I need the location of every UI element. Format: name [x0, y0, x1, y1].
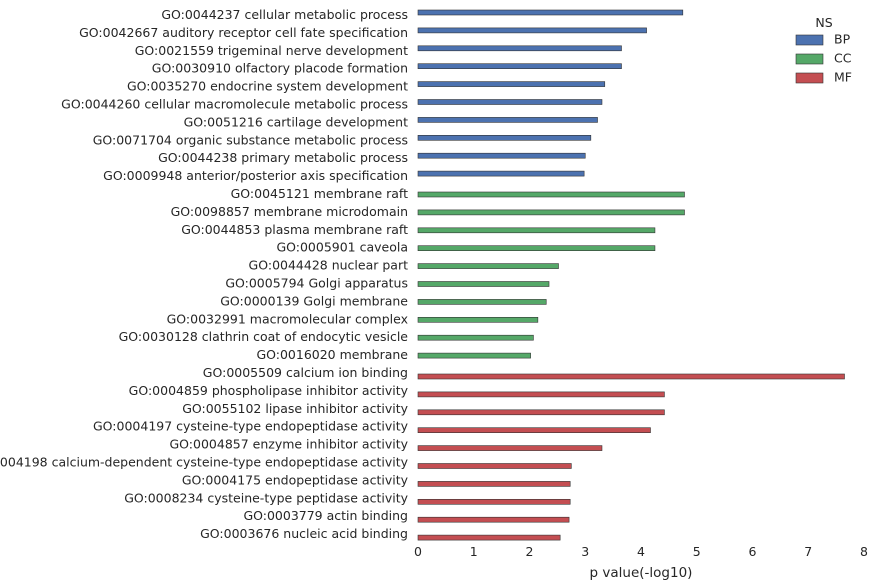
category-labels-layer: GO:0044237 cellular metabolic process GO:… [0, 7, 409, 541]
category-label: GO:0042667 auditory receptor cell fate s… [79, 25, 408, 40]
x-tick-label: 0 [414, 544, 422, 559]
bar-bp [417, 27, 647, 34]
category-label: GO:0003676 nucleic acid binding [200, 526, 408, 541]
x-tick-label: 6 [749, 544, 757, 559]
legend-label-bp: BP [834, 32, 851, 47]
x-tick-label: 8 [860, 544, 868, 559]
category-label: GO:0004859 phospholipase inhibitor activ… [129, 383, 409, 398]
bar-cc [417, 334, 534, 341]
category-label: GO:0051216 cartilage development [184, 114, 408, 129]
category-label: GO:0044853 plasma membrane raft [181, 222, 408, 237]
category-label: GO:0044238 primary metabolic process [158, 150, 408, 165]
category-label: GO:0004175 endopeptidase activity [182, 472, 409, 487]
bar-cc [417, 299, 547, 305]
category-label: GO:0035270 endocrine system development [127, 79, 408, 94]
bar-mf [417, 463, 572, 469]
legend-label-mf: MF [834, 70, 852, 85]
category-label: GO:0021559 trigeminal nerve development [135, 43, 408, 58]
legend: NS BP CC MF [795, 15, 852, 85]
bar-bp [417, 117, 598, 123]
bar-bp [417, 9, 684, 16]
bar-cc [417, 352, 531, 359]
category-label: GO:0030128 clathrin coat of endocytic ve… [119, 329, 409, 344]
category-label: GO:0004197 cysteine-type endopeptidase a… [93, 419, 409, 434]
bar-mf [417, 481, 571, 487]
category-label: GO:0032991 macromolecular complex [167, 311, 408, 326]
bar-bp [417, 63, 622, 70]
x-axis-ticks-layer: 0 1 2 3 4 5 6 7 8 [414, 544, 868, 559]
category-label: GO:0003779 actin binding [243, 508, 408, 523]
x-tick-label: 1 [470, 544, 478, 559]
category-label: GO:0044428 nuclear part [249, 258, 409, 273]
x-tick-label: 7 [804, 544, 812, 559]
x-axis-title: p value(-log10) [590, 565, 693, 581]
bar-bp [417, 135, 592, 141]
x-tick-label: 2 [526, 544, 534, 559]
category-label: GO:0055102 lipase inhibitor activity [182, 401, 408, 416]
bar-cc [417, 316, 539, 323]
category-label: GO:0044260 cellular macromolecule metabo… [61, 97, 408, 112]
legend-swatch-mf [795, 72, 824, 84]
legend-swatch-bp [795, 34, 824, 46]
bar-bp [417, 152, 586, 159]
x-tick-label: 5 [693, 544, 701, 559]
bar-bp [417, 170, 585, 177]
category-label: GO:0016020 membrane [256, 347, 408, 362]
bar-cc [417, 191, 685, 198]
bar-cc [417, 227, 656, 234]
bar-mf [417, 373, 845, 380]
category-label: GO:0009948 anterior/posterior axis speci… [103, 168, 408, 183]
bar-mf [417, 427, 651, 434]
category-label: GO:0008234 cysteine-type peptidase activ… [124, 490, 408, 505]
bar-mf [417, 534, 561, 541]
category-label: GO:0045121 membrane raft [231, 186, 409, 201]
bar-bp [417, 99, 603, 105]
category-label: GO:0004198 calcium-dependent cysteine-ty… [0, 455, 409, 470]
bar-cc [417, 245, 656, 251]
bar-cc [417, 209, 685, 216]
bar-mf [417, 498, 571, 505]
category-label: GO:0044237 cellular metabolic process [161, 7, 408, 22]
category-label: GO:0004857 enzyme inhibitor activity [169, 437, 408, 452]
category-label: GO:0098857 membrane microdomain [171, 204, 408, 219]
x-tick-label: 4 [637, 544, 645, 559]
x-tick-label: 3 [581, 544, 589, 559]
category-label: GO:0000139 Golgi membrane [220, 293, 408, 308]
bars-layer [417, 9, 845, 541]
bar-bp [417, 81, 606, 87]
bar-cc [417, 263, 559, 269]
category-label: GO:0030910 olfactory placode formation [152, 61, 408, 76]
category-label: GO:0005794 Golgi apparatus [225, 276, 408, 291]
category-label: GO:0005901 caveola [276, 240, 408, 255]
bar-mf [417, 445, 603, 451]
legend-label-cc: CC [834, 51, 852, 66]
legend-swatch-cc [795, 53, 824, 65]
bar-mf [417, 391, 665, 398]
bar-mf [417, 409, 665, 416]
category-label: GO:0071704 organic substance metabolic p… [93, 132, 408, 147]
bar-bp [417, 45, 622, 52]
category-label: GO:0005509 calcium ion binding [203, 365, 408, 380]
bar-mf [417, 516, 570, 523]
bar-cc [417, 281, 550, 287]
legend-title: NS [815, 15, 832, 30]
